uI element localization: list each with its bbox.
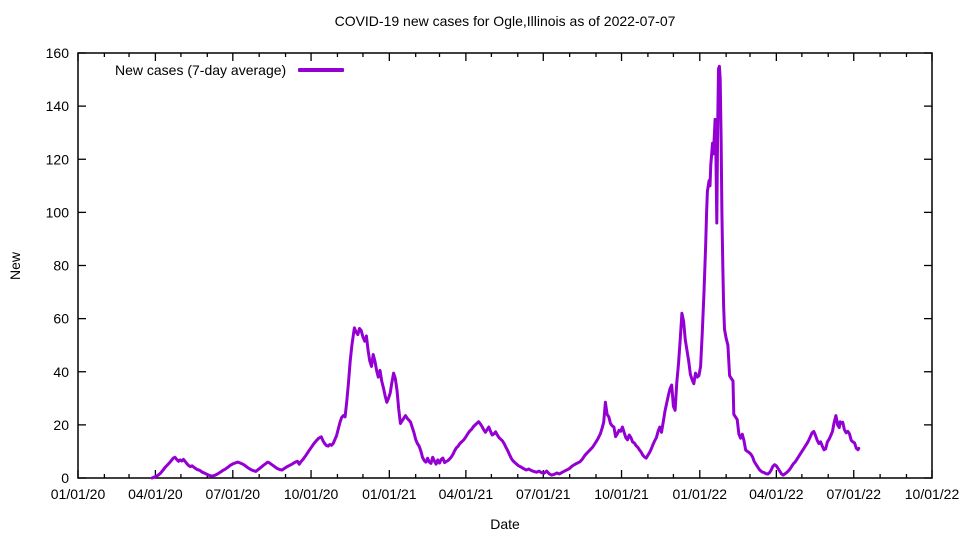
legend-line-sample	[298, 68, 345, 72]
x-axis-label: Date	[490, 516, 520, 532]
plot-border	[77, 52, 933, 479]
y-tick-label: 20	[53, 417, 69, 433]
x-tick-label: 10/01/20	[284, 486, 339, 502]
legend-label: New cases (7-day average)	[115, 62, 287, 78]
y-tick-label: 100	[46, 204, 70, 220]
x-tick-label: 07/01/22	[826, 486, 881, 502]
x-tick-label: 01/01/20	[51, 486, 106, 502]
x-tick-label: 04/01/20	[128, 486, 183, 502]
x-tick-label: 10/01/22	[905, 486, 960, 502]
x-tick-label: 07/01/21	[516, 486, 571, 502]
y-tick-label: 60	[53, 311, 69, 327]
y-tick-label: 80	[53, 258, 69, 274]
x-tick-label: 04/01/21	[439, 486, 494, 502]
y-tick-label: 40	[53, 364, 69, 380]
y-tick-label: 0	[61, 470, 69, 486]
x-tick-label: 10/01/21	[594, 486, 649, 502]
x-tick-label: 01/01/22	[673, 486, 728, 502]
x-tick-label: 04/01/22	[749, 486, 804, 502]
legend: New cases (7-day average)	[115, 62, 345, 78]
series-line	[150, 64, 861, 480]
y-tick-label: 140	[46, 98, 70, 114]
x-tick-label: 07/01/20	[206, 486, 261, 502]
x-tick-label: 01/01/21	[362, 486, 417, 502]
y-tick-label: 160	[46, 45, 70, 61]
y-tick-label: 120	[46, 151, 70, 167]
chart-title: COVID-19 new cases for Ogle,Illinois as …	[334, 13, 676, 29]
